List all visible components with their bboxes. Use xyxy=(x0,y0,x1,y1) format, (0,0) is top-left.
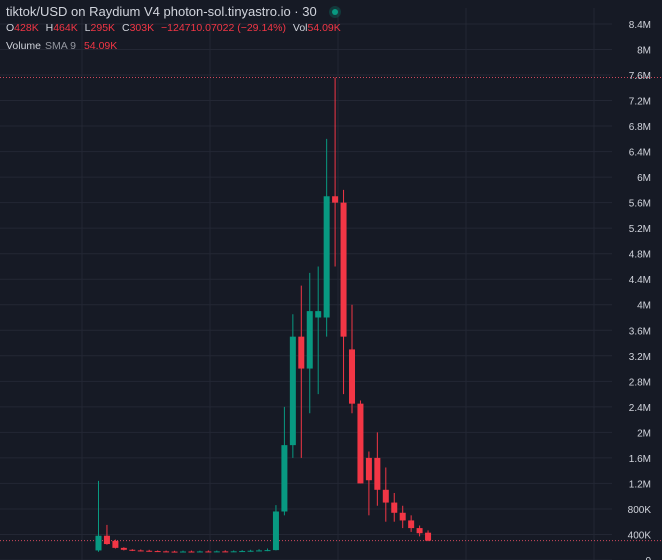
y-tick-label: 800K xyxy=(628,505,652,516)
candle[interactable] xyxy=(171,550,178,553)
volume-sma-value: 54.09K xyxy=(83,40,118,52)
candle[interactable] xyxy=(374,432,381,506)
candles xyxy=(95,77,432,553)
y-tick-label: 6.4M xyxy=(629,148,651,159)
y-tick-label: 5.6M xyxy=(629,199,651,210)
y-tick-label: 7.2M xyxy=(629,97,651,108)
grid-layer xyxy=(0,8,612,560)
y-tick-label: 6M xyxy=(637,173,651,184)
y-tick-label: 4M xyxy=(637,301,651,312)
candle[interactable] xyxy=(357,400,364,484)
open-key: O xyxy=(6,22,15,34)
candle[interactable] xyxy=(391,492,398,522)
low-value: 295K xyxy=(90,22,116,34)
candle[interactable] xyxy=(332,77,339,267)
volume-sma-label: SMA 9 xyxy=(45,40,76,52)
candle[interactable] xyxy=(256,549,263,552)
candle[interactable] xyxy=(213,550,220,553)
chart-legend-title[interactable]: tiktok/USD on Raydium V4 photon-sol.tiny… xyxy=(6,4,341,19)
candle[interactable] xyxy=(146,549,153,552)
y-tick-label: 1.6M xyxy=(629,454,651,465)
candle[interactable] xyxy=(129,549,136,552)
y-tick-label: 400K xyxy=(628,530,652,541)
y-tick-label: 8.4M xyxy=(629,20,651,31)
low-key: L xyxy=(84,22,91,34)
y-tick-label: 1.2M xyxy=(629,479,651,490)
change-value: −124710.07022 (−29.14%) xyxy=(161,22,286,34)
candle[interactable] xyxy=(154,550,161,553)
high-key: H xyxy=(45,22,54,34)
candle[interactable] xyxy=(112,539,119,549)
y-tick-label: 2.4M xyxy=(629,403,651,414)
y-tick-label: 4.4M xyxy=(629,275,651,286)
candle[interactable] xyxy=(264,548,271,552)
candle[interactable] xyxy=(349,304,355,414)
candle[interactable] xyxy=(382,467,389,522)
candle[interactable] xyxy=(120,547,127,551)
candle[interactable] xyxy=(399,505,406,529)
y-tick-label: 4.8M xyxy=(629,250,651,261)
candle[interactable] xyxy=(425,530,432,542)
y-tick-label: 8M xyxy=(637,45,651,56)
volume-indicator-legend[interactable]: Volume SMA 9 54.09K xyxy=(6,40,117,52)
volume-indicator-label[interactable]: Volume xyxy=(6,40,42,52)
candle[interactable] xyxy=(323,138,330,337)
volume-value: 54.09K xyxy=(307,22,341,34)
candle[interactable] xyxy=(281,406,288,516)
candle[interactable] xyxy=(416,525,423,537)
open-value: 428K xyxy=(14,22,39,34)
candle[interactable] xyxy=(180,550,186,553)
price-lines xyxy=(0,77,662,542)
y-tick-label: 2M xyxy=(637,428,651,439)
y-axis: 0 400K 800K 1.2M 1.6M 2M 2.4M 2.8M 3.2M 3.6M 4M 4.4… xyxy=(628,20,652,560)
candle[interactable] xyxy=(365,451,372,516)
y-tick-label: 2.8M xyxy=(629,377,651,388)
candle[interactable] xyxy=(103,524,110,545)
y-tick-label: 0 xyxy=(645,556,651,560)
candle[interactable] xyxy=(196,550,203,553)
candle[interactable] xyxy=(239,550,246,553)
candle[interactable] xyxy=(205,550,212,553)
candle[interactable] xyxy=(188,550,195,553)
candle[interactable] xyxy=(222,550,229,553)
candle[interactable] xyxy=(163,550,170,553)
ohlc-legend: O428K H464K L295K C303K −124710.07022 (−… xyxy=(6,22,345,34)
y-tick-label: 3.2M xyxy=(629,352,651,363)
candle[interactable] xyxy=(230,550,237,553)
candle[interactable] xyxy=(298,285,305,458)
candle[interactable] xyxy=(306,272,313,414)
y-tick-label: 5.2M xyxy=(629,224,651,235)
candle[interactable] xyxy=(95,480,102,552)
candle[interactable] xyxy=(137,549,144,552)
symbol-title[interactable]: tiktok/USD on Raydium V4 photon-sol.tiny… xyxy=(6,4,317,19)
close-value: 303K xyxy=(129,22,155,34)
candle[interactable] xyxy=(315,266,322,395)
candle[interactable] xyxy=(247,549,254,552)
high-value: 464K xyxy=(53,22,78,34)
candle[interactable] xyxy=(289,314,296,458)
candle[interactable] xyxy=(272,505,279,551)
candle[interactable] xyxy=(340,189,347,395)
y-tick-label: 7.6M xyxy=(629,71,651,82)
volume-key: Vol xyxy=(292,22,308,34)
candle[interactable] xyxy=(408,515,415,532)
y-tick-label: 3.6M xyxy=(629,326,651,337)
close-key: C xyxy=(121,22,130,34)
live-status-icon xyxy=(328,5,341,18)
y-tick-label: 6.8M xyxy=(629,122,651,133)
